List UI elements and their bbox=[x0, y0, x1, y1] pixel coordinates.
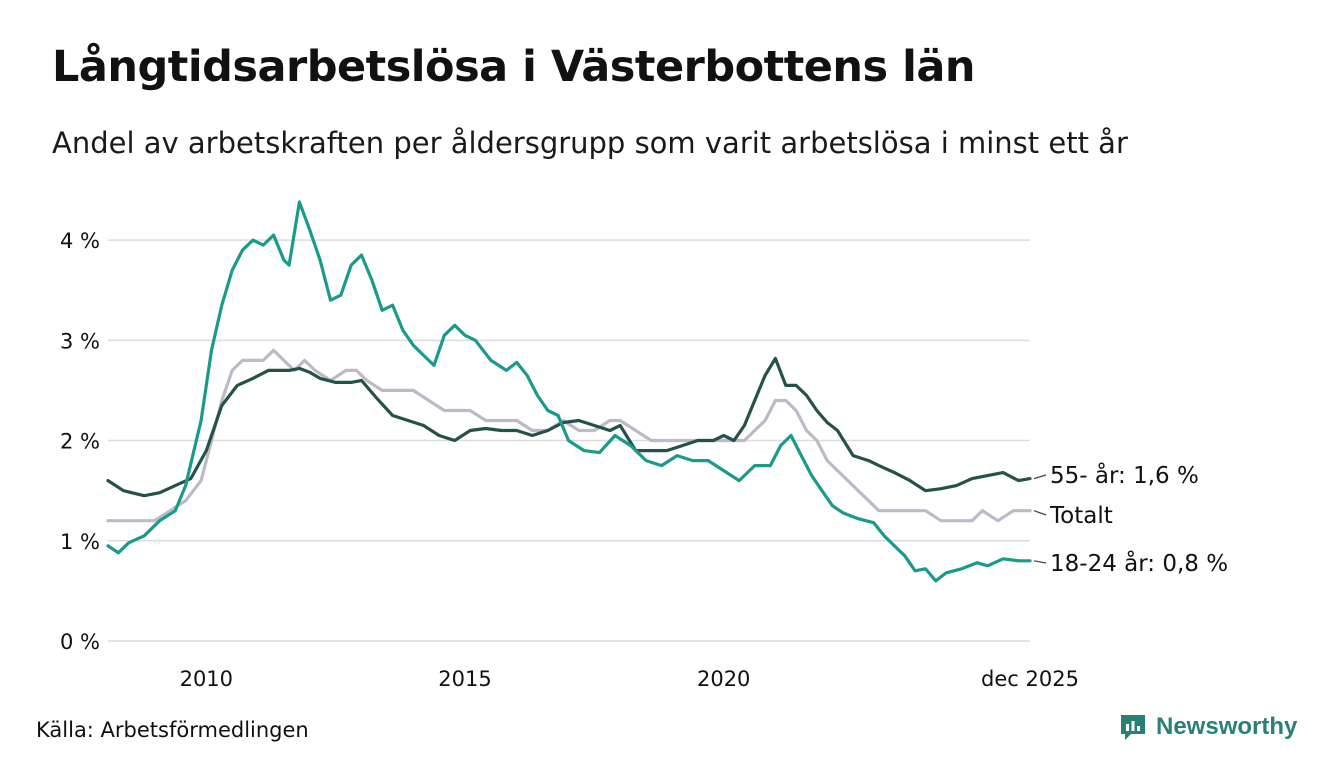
y-tick-label-0: 0 % bbox=[60, 630, 100, 654]
x-tick-label-2: 2020 bbox=[697, 667, 750, 691]
label-connector-55-r bbox=[1033, 474, 1047, 480]
chart-title: Långtidsarbetslösa i Västerbottens län bbox=[52, 42, 975, 92]
series-layer bbox=[106, 200, 1032, 583]
chart-subtitle: Andel av arbetskraften per åldersgrupp s… bbox=[52, 126, 1128, 160]
label-connector-18-24-r bbox=[1033, 560, 1047, 564]
brand-name: Newsworthy bbox=[1156, 713, 1298, 740]
y-tick-label-1: 1 % bbox=[60, 530, 100, 554]
x-tick-label-1: 2015 bbox=[438, 667, 491, 691]
y-tick-label-2: 2 % bbox=[60, 430, 100, 454]
series-end-label-18-24-r: 18-24 år: 0,8 % bbox=[1050, 549, 1228, 577]
label-layer: Totalt 55- år: 1,6 % 18-24 år: 0,8 % bbox=[1033, 461, 1228, 577]
y-tick-label-4: 4 % bbox=[60, 229, 100, 253]
series-end-label-totalt: Totalt bbox=[1049, 503, 1113, 529]
series-line-totalt bbox=[106, 348, 1032, 523]
x-tick-label-3: dec 2025 bbox=[981, 667, 1079, 691]
source-note: Källa: Arbetsförmedlingen bbox=[36, 718, 309, 742]
bar-chart-icon bbox=[1121, 715, 1145, 740]
label-connector-totalt bbox=[1033, 510, 1047, 516]
series-line-18-24-r bbox=[106, 200, 1032, 583]
grid-layer: 0 % 1 % 2 % 3 % 4 % 2010 2015 2020 dec 2025 bbox=[60, 229, 1079, 691]
y-tick-label-3: 3 % bbox=[60, 329, 100, 353]
x-tick-label-0: 2010 bbox=[180, 667, 233, 691]
series-line-55-r bbox=[106, 356, 1032, 498]
series-end-label-55-r: 55- år: 1,6 % bbox=[1050, 461, 1199, 489]
brand-logo[interactable]: Newsworthy bbox=[1118, 712, 1297, 742]
